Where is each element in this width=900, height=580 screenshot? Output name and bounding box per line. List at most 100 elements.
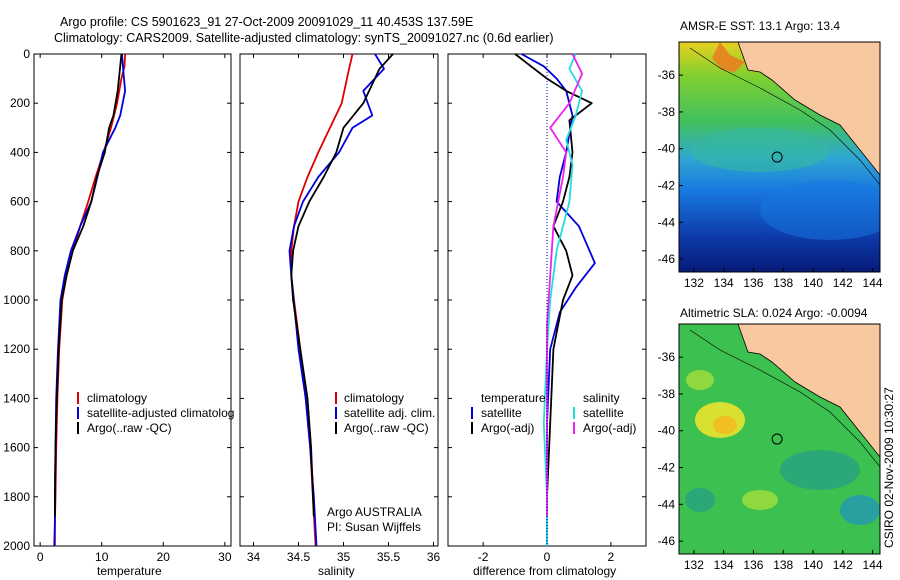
sla-contour [689, 329, 880, 468]
sst-map-frame [678, 41, 881, 273]
map-x-tick-label: 132 [684, 276, 704, 290]
legend-label: climatology [344, 391, 404, 405]
map-x-tick-label: 136 [743, 276, 763, 290]
sla-anomaly [713, 416, 737, 434]
map-x-tick-label: 134 [714, 276, 734, 290]
x-tick-label: 34 [247, 550, 261, 564]
sla-anomaly [685, 488, 715, 512]
map-x-tick-label: 132 [684, 558, 704, 572]
temperature-axes [33, 53, 232, 547]
sla-anomaly [840, 495, 880, 525]
profile-lines [53, 53, 596, 547]
x-tick-label: 36 [427, 550, 441, 564]
legend-label: climatology [87, 391, 147, 405]
y-tick-label: 1800 [3, 490, 30, 504]
salinity-xlabel: salinity [318, 564, 355, 578]
legend-label: satellite-adjusted climatolog [87, 406, 234, 420]
y-tick-label: 1200 [3, 342, 30, 356]
y-tick-label: 1600 [3, 441, 30, 455]
sst-contour [689, 47, 880, 186]
x-tick-label: 35 [337, 550, 351, 564]
x-tick-label: 30 [218, 550, 232, 564]
map-y-tick-label: -38 [658, 387, 676, 401]
legend-label: Argo(..raw -QC) [344, 421, 429, 435]
legend-label: Argo(-adj) [583, 421, 636, 435]
profile-line [521, 53, 596, 546]
map-y-tick-label: -42 [658, 179, 676, 193]
map-y-tick-label: -44 [658, 497, 676, 511]
argo-position-marker [771, 433, 783, 445]
legend-header-salinity: salinity [583, 391, 620, 405]
y-tick-label: 200 [10, 96, 30, 110]
salinity-legend: climatology satellite adj. clim. Argo(..… [335, 391, 435, 435]
x-tick-label: 0 [544, 550, 551, 564]
difference-legend: temperature salinity satellite Argo(-adj… [471, 391, 636, 435]
map-y-tick-label: -46 [658, 534, 676, 548]
profile-line [546, 53, 583, 517]
map-y-tick-label: -38 [658, 105, 676, 119]
y-tick-label: 400 [10, 145, 30, 159]
legend-label: satellite [481, 406, 522, 420]
sst-land [737, 42, 880, 176]
annotation-line2: PI: Susan Wijffels [327, 520, 421, 534]
y-tick-label: 600 [10, 195, 30, 209]
profile-line [542, 53, 583, 546]
figure-title-line2: Climatology: CARS2009. Satellite-adjuste… [54, 31, 554, 45]
map-y-tick-label: -36 [658, 350, 676, 364]
map-x-tick-label: 140 [803, 558, 823, 572]
sst-map-ticks: 132 134 136 138 140 142 144 -36 -38 -40 -42 -44 -46 [658, 68, 883, 290]
x-tick-label: 34.5 [287, 550, 311, 564]
map-y-tick-label: -40 [658, 142, 676, 156]
x-tick-label: 2 [608, 550, 615, 564]
profile-line [514, 53, 593, 517]
sst-map-title: AMSR-E SST: 13.1 Argo: 13.4 [680, 19, 840, 33]
temperature-xlabel: temperature [97, 564, 162, 578]
map-y-tick-label: -46 [658, 252, 676, 266]
sst-warm-coast [712, 42, 745, 72]
salinity-axes [239, 53, 439, 547]
x-tick-label: 0 [37, 550, 44, 564]
x-tick-label: 35.5 [377, 550, 401, 564]
map-x-tick-label: 138 [773, 276, 793, 290]
profile-line [288, 53, 385, 547]
sst-cool-patch [760, 180, 880, 240]
difference-xlabel: difference from climatology [473, 564, 616, 578]
legend-label: satellite adj. clim. [344, 406, 435, 420]
sla-map-ticks: 132 134 136 138 140 142 144 -36 -38 -40 -42 -44 -46 [658, 350, 883, 572]
profile-line [54, 53, 123, 517]
sst-warm-band [690, 128, 830, 172]
map-x-tick-label: 138 [773, 558, 793, 572]
legend-label: Argo(..raw -QC) [87, 421, 172, 435]
sla-land [737, 324, 880, 458]
sla-anomaly [742, 490, 778, 510]
y-tick-label: 800 [10, 244, 30, 258]
y-tick-label: 1000 [3, 293, 30, 307]
profile-line [290, 53, 394, 517]
x-tick-label: -2 [478, 550, 489, 564]
map-y-tick-label: -44 [658, 215, 676, 229]
y-tick-label: 1400 [3, 391, 30, 405]
temperature-legend: climatology satellite-adjusted climatolo… [77, 391, 234, 435]
map-x-tick-label: 140 [803, 276, 823, 290]
map-x-tick-label: 144 [863, 558, 883, 572]
map-x-tick-label: 134 [714, 558, 734, 572]
sla-map-frame [678, 323, 881, 555]
sla-map [679, 324, 880, 554]
axis-ticks: 0 10 20 30020040060080010001200140016001800… [3, 47, 646, 564]
y-tick-label: 2000 [3, 539, 30, 553]
map-y-tick-label: -40 [658, 424, 676, 438]
map-x-tick-label: 136 [743, 558, 763, 572]
annotation-line1: Argo AUSTRALIA [327, 505, 422, 519]
map-x-tick-label: 142 [833, 558, 853, 572]
sla-anomaly [686, 370, 714, 390]
y-tick-label: 0 [23, 47, 30, 61]
x-tick-label: 20 [157, 550, 171, 564]
profile-line [53, 53, 126, 547]
x-tick-label: 10 [95, 550, 109, 564]
map-y-tick-label: -36 [658, 68, 676, 82]
map-x-tick-label: 142 [833, 276, 853, 290]
map-y-tick-label: -42 [658, 461, 676, 475]
argo-position-marker [771, 151, 783, 163]
legend-label: satellite [583, 406, 624, 420]
